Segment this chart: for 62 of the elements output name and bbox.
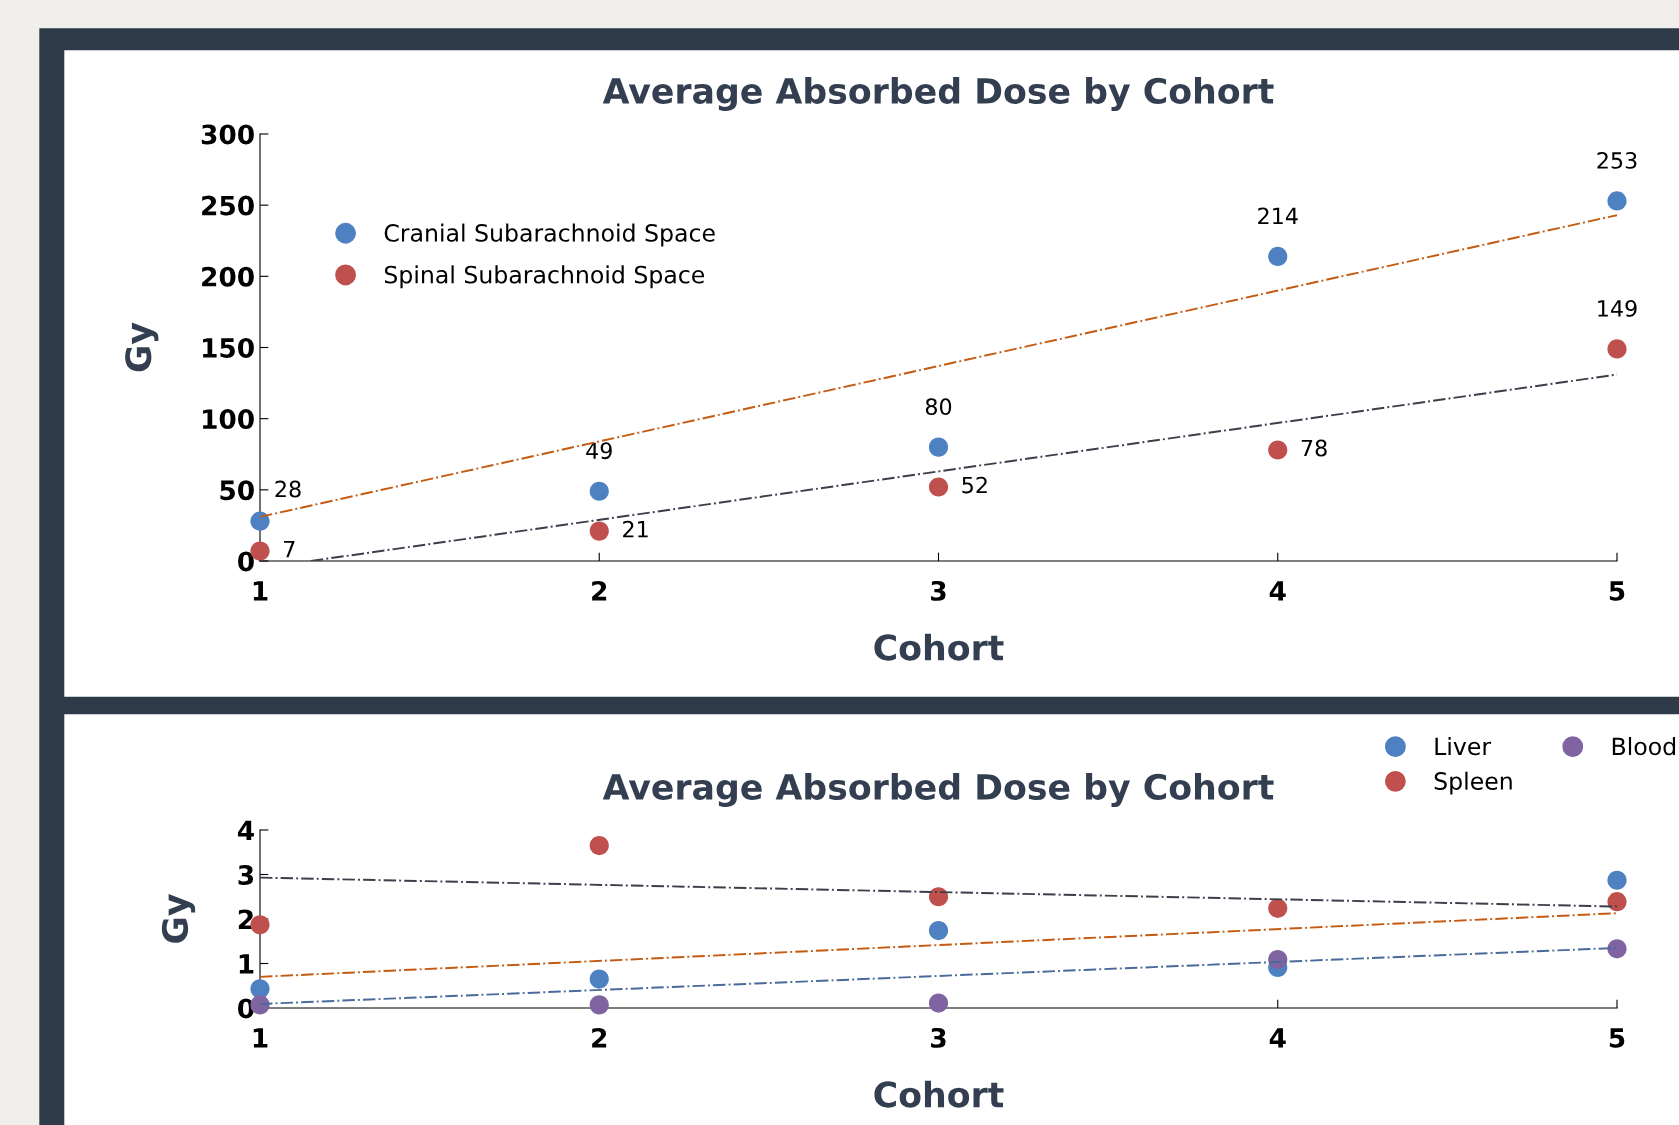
point	[1268, 246, 1288, 266]
data-label: 80	[925, 398, 952, 416]
legend-label: Cranial Subarachnoid Space	[384, 223, 715, 247]
point	[589, 969, 609, 989]
y-axis-title: Gy	[161, 894, 196, 943]
x-axis-title: Cohort	[874, 633, 1004, 661]
point	[589, 481, 609, 501]
x-axis-title: Cohort	[874, 1080, 1004, 1108]
y-tick-label: 3	[238, 864, 254, 885]
point	[928, 921, 949, 941]
point	[1607, 892, 1627, 912]
data-label: 253	[1597, 152, 1637, 169]
chart-title: Average Absorbed Dose by Cohort	[602, 773, 1274, 807]
x-tick-label: 4	[1269, 581, 1286, 601]
y-tick-label: 300	[201, 124, 254, 145]
point	[928, 887, 949, 907]
y-tick-label: 0	[238, 551, 254, 572]
point	[250, 979, 270, 999]
point	[589, 995, 609, 1015]
point	[928, 477, 949, 497]
point	[928, 437, 949, 457]
x-tick-label: 2	[592, 1027, 607, 1048]
legend-label: Spleen	[1434, 771, 1512, 795]
data-label: 52	[962, 476, 987, 494]
legend-label: Spinal Subarachnoid Space	[384, 265, 705, 289]
legend-label: Liver	[1435, 737, 1492, 756]
x-tick-label: 5	[1609, 1028, 1625, 1048]
y-tick-label: 4	[237, 820, 254, 841]
y-tick-label: 200	[202, 266, 254, 287]
point	[1607, 870, 1627, 890]
x-tick-label: 1	[253, 581, 268, 601]
point	[928, 993, 949, 1013]
data-label: 28	[275, 480, 301, 498]
point	[1607, 191, 1627, 211]
y-axis-title: Gy	[125, 322, 159, 372]
x-tick-label: 2	[592, 580, 607, 601]
data-label: 21	[623, 520, 648, 538]
point	[1268, 440, 1288, 460]
chart-title: Average Absorbed Dose by Cohort	[602, 77, 1274, 111]
point	[589, 836, 609, 856]
data-label: 7	[284, 540, 295, 558]
y-tick-label: 1	[239, 954, 254, 974]
data-label: 49	[586, 442, 612, 460]
y-tick-label: 2	[238, 909, 253, 930]
point	[1607, 339, 1627, 359]
point	[1268, 898, 1288, 918]
y-tick-label: 50	[220, 480, 254, 501]
y-tick-label: 150	[203, 337, 254, 358]
x-tick-label: 3	[931, 1027, 946, 1048]
point	[1607, 939, 1627, 959]
data-label: 78	[1301, 439, 1327, 457]
legend-label: Blood	[1612, 737, 1676, 756]
x-tick-label: 3	[931, 580, 946, 601]
x-tick-label: 5	[1609, 581, 1625, 601]
x-tick-label: 4	[1269, 1028, 1286, 1048]
y-tick-label: 250	[202, 195, 254, 216]
x-tick-label: 1	[253, 1028, 268, 1048]
data-label: 214	[1258, 207, 1298, 225]
point	[250, 511, 270, 531]
y-tick-label: 100	[203, 409, 254, 430]
data-label: 149	[1598, 300, 1637, 317]
point	[589, 521, 609, 541]
